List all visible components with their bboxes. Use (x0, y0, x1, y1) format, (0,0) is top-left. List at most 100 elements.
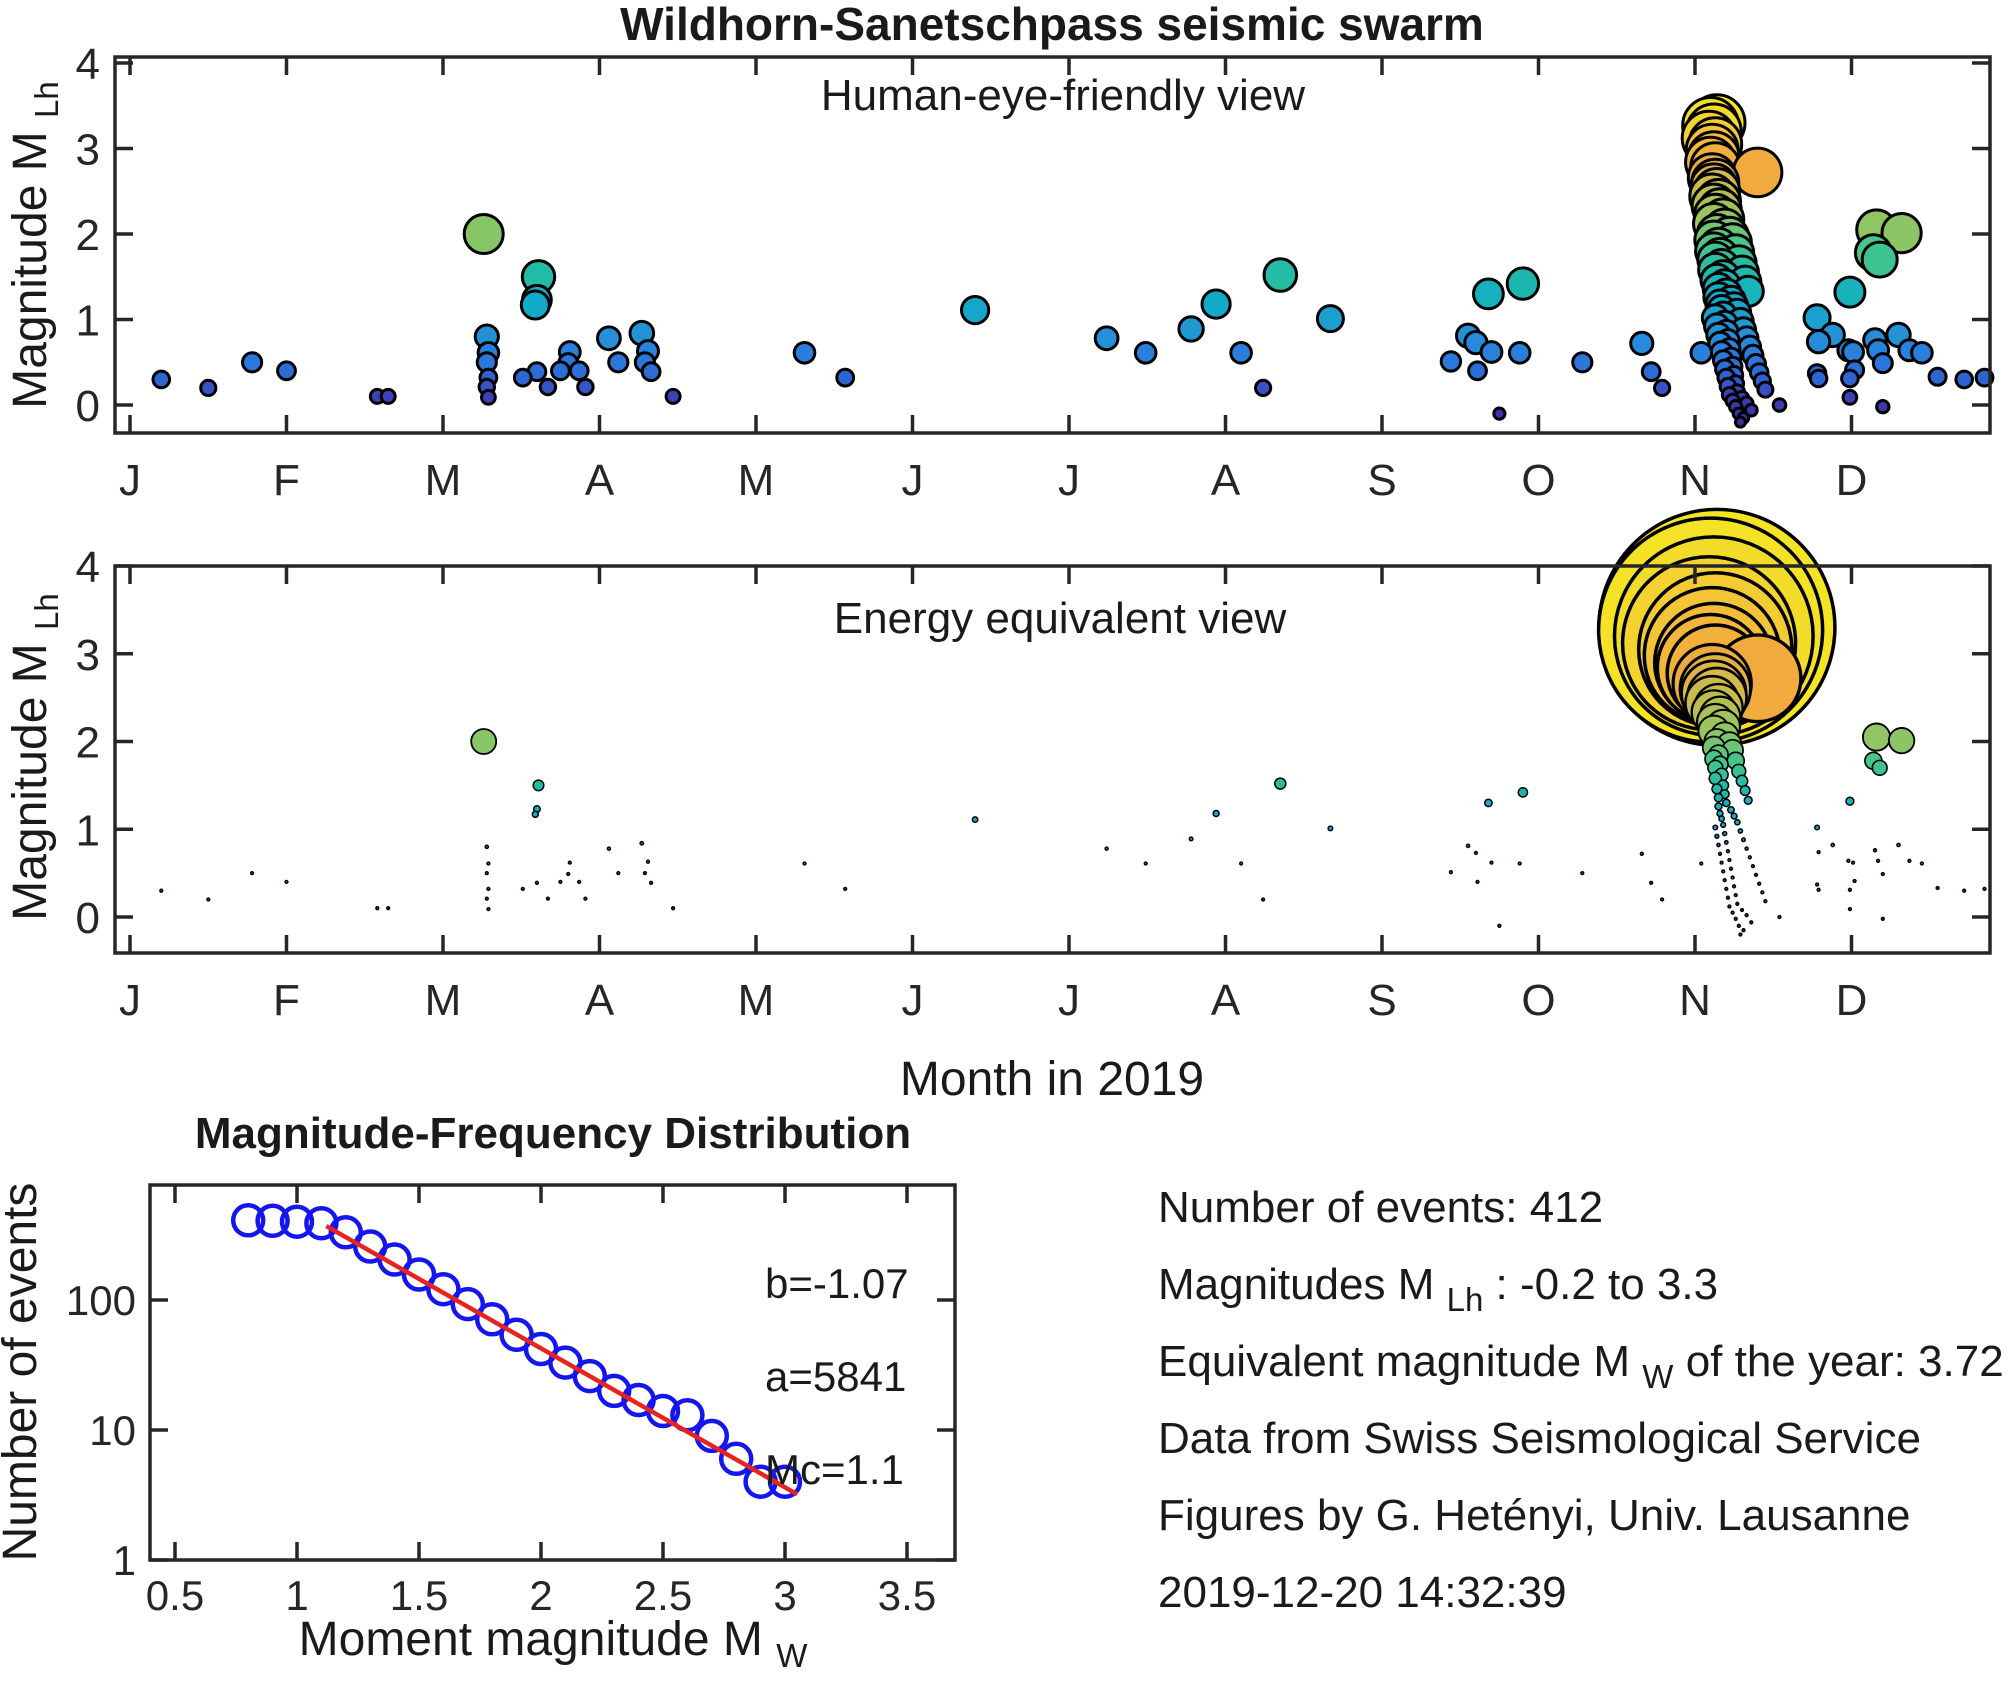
energy-event-marker (1733, 818, 1741, 826)
energy-event-marker (520, 886, 525, 892)
event-marker (1841, 388, 1859, 406)
event-marker (835, 367, 856, 388)
energy-event-marker (1727, 904, 1732, 909)
mfd-xaxis-label: Moment magnitude M W (299, 1613, 809, 1674)
x-tick-label: M (738, 456, 775, 505)
mfd-data-point (377, 1242, 412, 1277)
energy-event-marker (1757, 881, 1762, 886)
mfd-panel-box (148, 1183, 957, 1562)
panel1-yaxis-label: Magnitude M Lh (4, 81, 65, 409)
x-tick-label: N (1679, 976, 1711, 1025)
y-tick-label: 1 (76, 806, 100, 855)
mfd-data-point (255, 1203, 290, 1239)
event-marker (640, 361, 662, 383)
x-tick-label: M (425, 976, 462, 1025)
energy-event-marker (1730, 812, 1738, 820)
x-tick-label: M (425, 456, 462, 505)
energy-event-marker (1714, 833, 1720, 839)
energy-event-marker (642, 870, 648, 876)
mfd-data-point (572, 1358, 608, 1394)
event-marker (1927, 366, 1948, 387)
event-marker (1860, 240, 1899, 279)
energy-event-marker (1475, 879, 1480, 885)
energy-event-marker (1846, 858, 1851, 863)
event-marker (550, 360, 571, 382)
mfd-annotation-b: b=-1.07 (765, 1260, 909, 1307)
y-tick-label: 2 (76, 211, 100, 260)
mfd-data-point (230, 1203, 266, 1238)
energy-event-marker (1763, 899, 1768, 904)
x-tick-label: S (1367, 456, 1396, 505)
info-line-magnitudes-post: : -0.2 to 3.3 (1496, 1260, 1719, 1309)
energy-event-marker (1733, 916, 1738, 921)
energy-event-marker (1721, 798, 1731, 808)
event-marker (1315, 304, 1345, 334)
y-tick-label: 1 (76, 297, 100, 346)
energy-event-marker (1982, 886, 1987, 892)
mfd-data-point (426, 1271, 461, 1307)
event-marker (1689, 341, 1714, 365)
energy-event-marker (1730, 875, 1735, 880)
panel-box (113, 564, 1992, 955)
energy-event-marker (1720, 821, 1727, 829)
x-tick-label: A (585, 976, 615, 1025)
event-marker (379, 387, 397, 405)
energy-event-marker (1962, 888, 1967, 893)
info-line-magnitudes: Magnitudes M Lh : -0.2 to 3.3 (1158, 1260, 1718, 1321)
energy-event-marker (566, 871, 571, 877)
energy-event-marker (1719, 860, 1724, 865)
energy-event-marker (1727, 857, 1732, 863)
energy-event-marker (1880, 916, 1885, 921)
figure-title: Wildhorn-Sanetschpass seismic swarm (620, 0, 1484, 50)
energy-event-marker (1473, 850, 1479, 856)
event-marker (1756, 380, 1775, 399)
y-tick-label: 3 (76, 631, 100, 680)
event-marker (1771, 397, 1788, 413)
energy-event-marker (1721, 830, 1728, 837)
mfd-x-tick-label: 3.5 (878, 1572, 936, 1619)
energy-event-marker (1733, 892, 1738, 898)
energy-event-marker (1861, 722, 1892, 752)
event-marker (1640, 361, 1662, 383)
y-tick-label: 0 (76, 382, 100, 431)
energy-event-marker (577, 879, 582, 885)
mfd-yaxis-label: Number of events (0, 1183, 47, 1562)
energy-event-marker (375, 906, 380, 911)
event-marker (1840, 368, 1860, 389)
panel2-yaxis-label-main: Magnitude M (4, 643, 57, 920)
energy-event-marker (1872, 848, 1878, 853)
event-marker (576, 377, 595, 397)
energy-event-marker (1517, 861, 1522, 866)
energy-event-marker (1717, 851, 1723, 856)
energy-event-marker (1497, 923, 1502, 928)
event-marker (1875, 399, 1891, 415)
energy-event-marker (1483, 798, 1493, 808)
panel2-yaxis-label: Magnitude M Lh (4, 593, 65, 921)
energy-event-marker (1744, 913, 1749, 918)
event-marker (1833, 275, 1867, 309)
energy-event-marker (1143, 861, 1148, 866)
event-marker (960, 295, 991, 326)
energy-event-marker (484, 844, 490, 850)
energy-event-marker (1814, 824, 1821, 831)
panel2-events-layer (159, 507, 1987, 937)
mfd-xaxis-label-main: Moment magnitude M (299, 1613, 763, 1666)
mfd-x-tick-label: 1 (285, 1572, 308, 1619)
mfd-data-point (401, 1257, 437, 1292)
energy-event-marker (1714, 802, 1723, 811)
mfd-y-tick-label: 10 (89, 1407, 136, 1454)
event-marker (792, 341, 817, 365)
mfd-xaxis-label-sub: W (776, 1637, 808, 1674)
event-marker (1841, 340, 1865, 364)
mfd-x-tick-label: 2.5 (634, 1572, 692, 1619)
energy-event-marker (1740, 837, 1747, 843)
energy-event-marker (1830, 842, 1836, 848)
x-tick-label: J (119, 456, 141, 505)
event-marker (1629, 330, 1655, 356)
energy-event-marker (1887, 726, 1916, 755)
x-tick-label: D (1836, 976, 1868, 1025)
energy-event-marker (583, 896, 588, 901)
